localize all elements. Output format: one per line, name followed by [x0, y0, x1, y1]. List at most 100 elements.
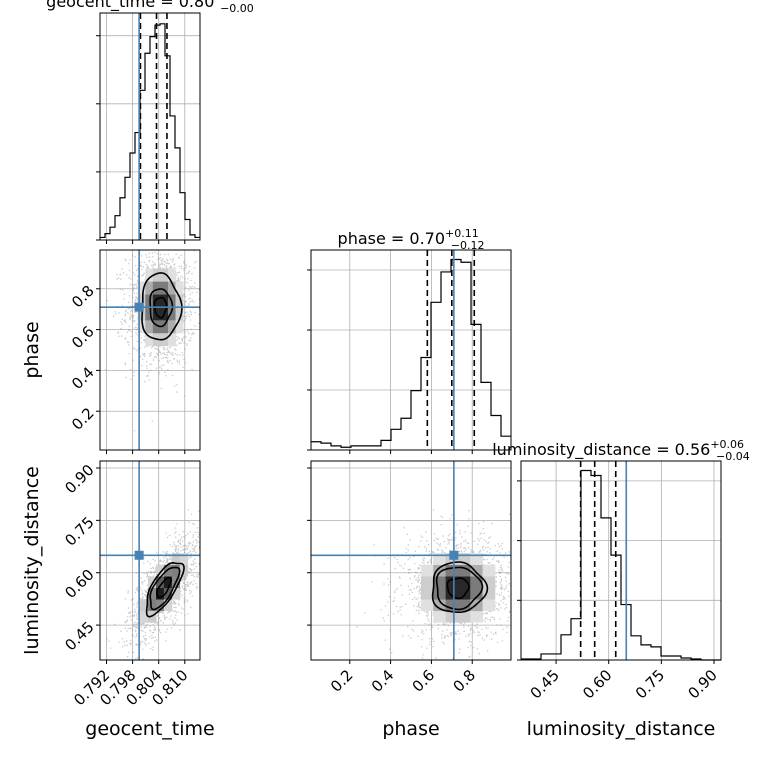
density-cell — [420, 599, 434, 612]
y-tick-label-luminosity_distance: 0.75 — [61, 513, 97, 549]
density-cell — [470, 553, 483, 565]
title-minus: −0.12 — [451, 239, 485, 252]
truth-marker — [449, 550, 459, 560]
density-cell — [457, 564, 471, 577]
density-cell — [470, 610, 483, 623]
density-cell — [433, 576, 446, 589]
density-cell — [145, 320, 154, 334]
density-cell — [470, 587, 483, 600]
density-cell — [155, 599, 165, 612]
density-cell — [163, 576, 173, 589]
density-cell — [137, 320, 146, 334]
density-cell — [163, 587, 173, 600]
x-tick-label-phase: 0.2 — [327, 666, 357, 696]
density-cell — [148, 587, 157, 600]
density-cell — [163, 564, 173, 577]
density-cell — [171, 564, 181, 577]
joint-content — [100, 250, 200, 450]
density-cell — [160, 281, 169, 295]
panel-border — [99, 12, 201, 241]
density-cell — [470, 576, 483, 589]
density-cell — [167, 307, 176, 321]
y-tick-label-phase: 0.2 — [68, 404, 98, 434]
density-cell — [167, 320, 176, 334]
panel-border — [99, 249, 201, 451]
x-axis-label-phase: phase — [382, 718, 439, 740]
title-minus: −0.00 — [220, 2, 254, 15]
density-cell — [482, 599, 496, 612]
density-cell — [152, 281, 161, 295]
density-cell — [137, 281, 146, 295]
truth-marker — [134, 302, 144, 312]
histogram-phase — [311, 258, 511, 448]
panel-geocent_time-phase — [99, 249, 201, 451]
panel-phase-luminosity_distance — [310, 460, 512, 661]
density-cell — [175, 307, 184, 321]
density-cell — [482, 564, 496, 577]
histogram-geocent_time — [100, 23, 200, 239]
density-cell — [433, 599, 446, 612]
y-tick-label-luminosity_distance: 0.90 — [61, 461, 97, 497]
truth-marker — [134, 550, 144, 560]
x-tick-label-phase: 0.4 — [368, 666, 398, 696]
title-minus: −0.04 — [716, 450, 750, 463]
density-cell — [179, 553, 189, 565]
density-cell — [482, 587, 496, 600]
x-tick-label-luminosity_distance: 0.75 — [632, 666, 668, 702]
contour-line — [431, 561, 489, 613]
contour-line — [435, 566, 484, 611]
density-cell — [171, 587, 181, 600]
contour-line — [149, 566, 181, 611]
density-cell — [167, 268, 176, 282]
density-cell — [160, 268, 169, 282]
panel-border — [310, 249, 512, 451]
contour-line — [156, 576, 172, 599]
density-cell — [457, 587, 471, 600]
density-cell — [152, 320, 161, 334]
title-phase: phase = 0.70+0.11 −0.12 — [338, 227, 485, 252]
density-cell — [457, 599, 471, 612]
density-cell — [445, 587, 459, 600]
density-cell — [140, 599, 149, 612]
density-cell — [145, 268, 154, 282]
density-cell — [420, 564, 434, 577]
density-cell — [140, 610, 149, 623]
panel-geocent_time-geocent_time — [96, 12, 201, 241]
panel-border — [99, 460, 201, 661]
panel-luminosity_distance-luminosity_distance — [517, 460, 722, 661]
density-cell — [420, 587, 434, 600]
y-tick-label-phase: 0.8 — [68, 282, 98, 312]
panel-geocent_time-luminosity_distance — [99, 460, 201, 661]
x-tick-label-phase: 0.6 — [409, 666, 439, 696]
density-cell — [457, 576, 471, 589]
title-prefix: geocent_time = 0.80 — [46, 0, 214, 12]
density-cell — [175, 294, 184, 308]
density-cell — [445, 576, 459, 589]
density-cell — [148, 576, 157, 589]
joint-content — [311, 461, 511, 660]
density-cell — [163, 599, 173, 612]
density-cell — [433, 610, 446, 623]
y-tick-label-phase: 0.6 — [68, 323, 98, 353]
panel-border — [520, 460, 722, 661]
density-cell — [457, 610, 471, 623]
density-cell — [145, 332, 154, 347]
density-cell — [175, 320, 184, 334]
x-tick-label-luminosity_distance: 0.45 — [527, 666, 563, 702]
density-cell — [137, 294, 146, 308]
density-cell — [482, 576, 496, 589]
y-tick-label-luminosity_distance: 0.60 — [61, 566, 97, 602]
density-cell — [155, 564, 165, 577]
density-cell — [167, 281, 176, 295]
contour-line — [145, 561, 185, 618]
density-cell — [167, 332, 176, 347]
density-cell — [155, 587, 165, 600]
title-luminosity_distance: luminosity_distance = 0.56+0.06 −0.04 — [492, 438, 750, 463]
y-tick-label-luminosity_distance: 0.45 — [61, 618, 97, 654]
density-cell — [445, 610, 459, 623]
density-cell — [445, 564, 459, 577]
contour-line — [446, 577, 470, 600]
title-plus: +0.00 — [214, 0, 248, 3]
panel-border — [310, 460, 512, 661]
